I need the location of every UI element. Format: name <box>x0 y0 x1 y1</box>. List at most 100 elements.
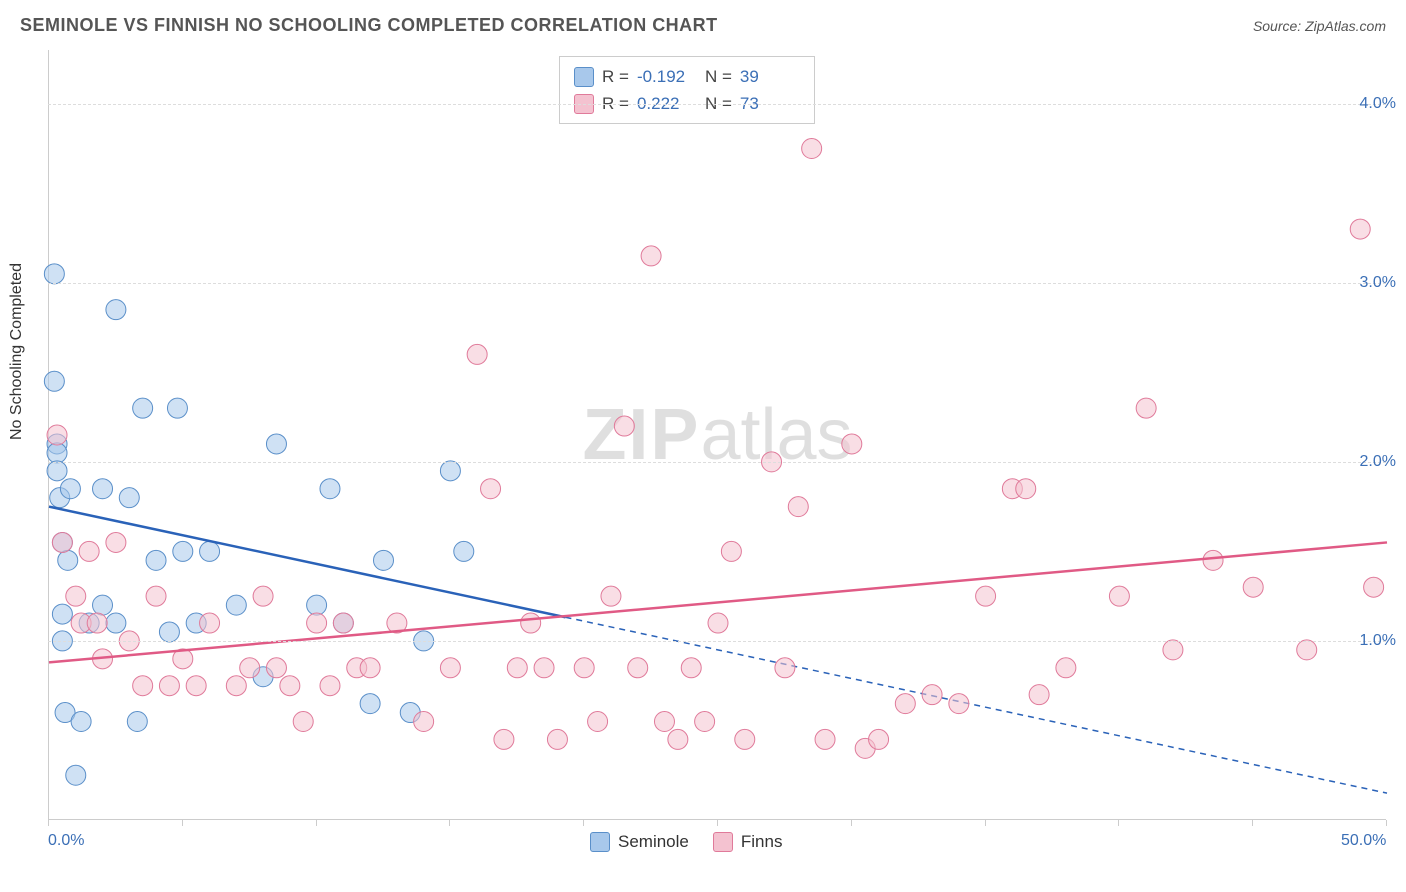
gridline <box>48 462 1386 463</box>
data-point <box>869 729 889 749</box>
x-tick <box>1386 820 1387 826</box>
data-point <box>240 658 260 678</box>
legend-label-seminole: Seminole <box>618 832 689 852</box>
gridline <box>48 104 1386 105</box>
data-point <box>440 461 460 481</box>
data-point <box>668 729 688 749</box>
data-point <box>146 550 166 570</box>
data-point <box>106 532 126 552</box>
data-point <box>708 613 728 633</box>
data-point <box>307 595 327 615</box>
data-point <box>293 712 313 732</box>
data-point <box>320 479 340 499</box>
legend-label-finns: Finns <box>741 832 783 852</box>
x-tick <box>182 820 183 826</box>
data-point <box>494 729 514 749</box>
x-tick <box>985 820 986 826</box>
data-point <box>815 729 835 749</box>
data-point <box>58 550 78 570</box>
y-tick-label: 4.0% <box>1360 95 1396 113</box>
data-point <box>601 586 621 606</box>
data-point <box>266 434 286 454</box>
data-point <box>44 264 64 284</box>
data-point <box>266 658 286 678</box>
data-point <box>253 586 273 606</box>
seminole-n-value: 39 <box>740 63 800 90</box>
data-point <box>802 138 822 158</box>
data-point <box>588 712 608 732</box>
data-point <box>788 497 808 517</box>
data-point <box>320 676 340 696</box>
data-point <box>775 658 795 678</box>
gridline <box>48 641 1386 642</box>
data-point <box>1364 577 1384 597</box>
y-axis-label: No Schooling Completed <box>8 263 26 440</box>
data-point <box>507 658 527 678</box>
gridline <box>48 283 1386 284</box>
trend-line <box>49 542 1387 662</box>
data-point <box>186 676 206 696</box>
data-point <box>200 613 220 633</box>
x-tick <box>48 820 49 826</box>
y-tick-label: 1.0% <box>1360 632 1396 650</box>
x-tick <box>717 820 718 826</box>
data-point <box>44 371 64 391</box>
x-tick-label: 0.0% <box>48 832 84 850</box>
chart-source: Source: ZipAtlas.com <box>1253 18 1386 34</box>
data-point <box>226 595 246 615</box>
data-point <box>1109 586 1129 606</box>
data-point <box>521 613 541 633</box>
data-point <box>333 613 353 633</box>
data-point <box>47 425 67 445</box>
data-point <box>721 541 741 561</box>
data-point <box>133 676 153 696</box>
data-point <box>307 613 327 633</box>
data-point <box>200 541 220 561</box>
data-point <box>1056 658 1076 678</box>
data-point <box>47 461 67 481</box>
data-point <box>1163 640 1183 660</box>
x-tick <box>583 820 584 826</box>
data-point <box>1029 685 1049 705</box>
data-point <box>547 729 567 749</box>
data-point <box>146 586 166 606</box>
stats-row-seminole: R = -0.192 N = 39 <box>574 63 800 90</box>
seminole-r-value: -0.192 <box>637 63 697 90</box>
data-point <box>454 541 474 561</box>
data-point <box>60 479 80 499</box>
y-tick-label: 3.0% <box>1360 274 1396 292</box>
data-point <box>654 712 674 732</box>
data-point <box>949 694 969 714</box>
data-point <box>226 676 246 696</box>
data-point <box>106 300 126 320</box>
x-tick <box>1252 820 1253 826</box>
data-point <box>574 658 594 678</box>
data-point <box>133 398 153 418</box>
data-point <box>360 658 380 678</box>
data-point <box>93 479 113 499</box>
data-point <box>280 676 300 696</box>
data-point <box>842 434 862 454</box>
n-label: N = <box>705 63 732 90</box>
data-point <box>628 658 648 678</box>
data-point <box>976 586 996 606</box>
data-point <box>79 541 99 561</box>
data-point <box>47 443 67 463</box>
data-point <box>374 550 394 570</box>
x-tick <box>1118 820 1119 826</box>
x-tick <box>851 820 852 826</box>
data-point <box>481 479 501 499</box>
y-tick-label: 2.0% <box>1360 453 1396 471</box>
seminole-swatch-icon <box>590 832 610 852</box>
data-point <box>735 729 755 749</box>
data-point <box>66 586 86 606</box>
series-legend: Seminole Finns <box>590 832 782 852</box>
data-point <box>360 694 380 714</box>
data-point <box>922 685 942 705</box>
legend-item-finns: Finns <box>713 832 783 852</box>
data-point <box>534 658 554 678</box>
correlation-stats-box: R = -0.192 N = 39 R = 0.222 N = 73 <box>559 56 815 124</box>
scatter-plot-svg <box>49 50 1386 819</box>
data-point <box>66 765 86 785</box>
data-point <box>414 712 434 732</box>
